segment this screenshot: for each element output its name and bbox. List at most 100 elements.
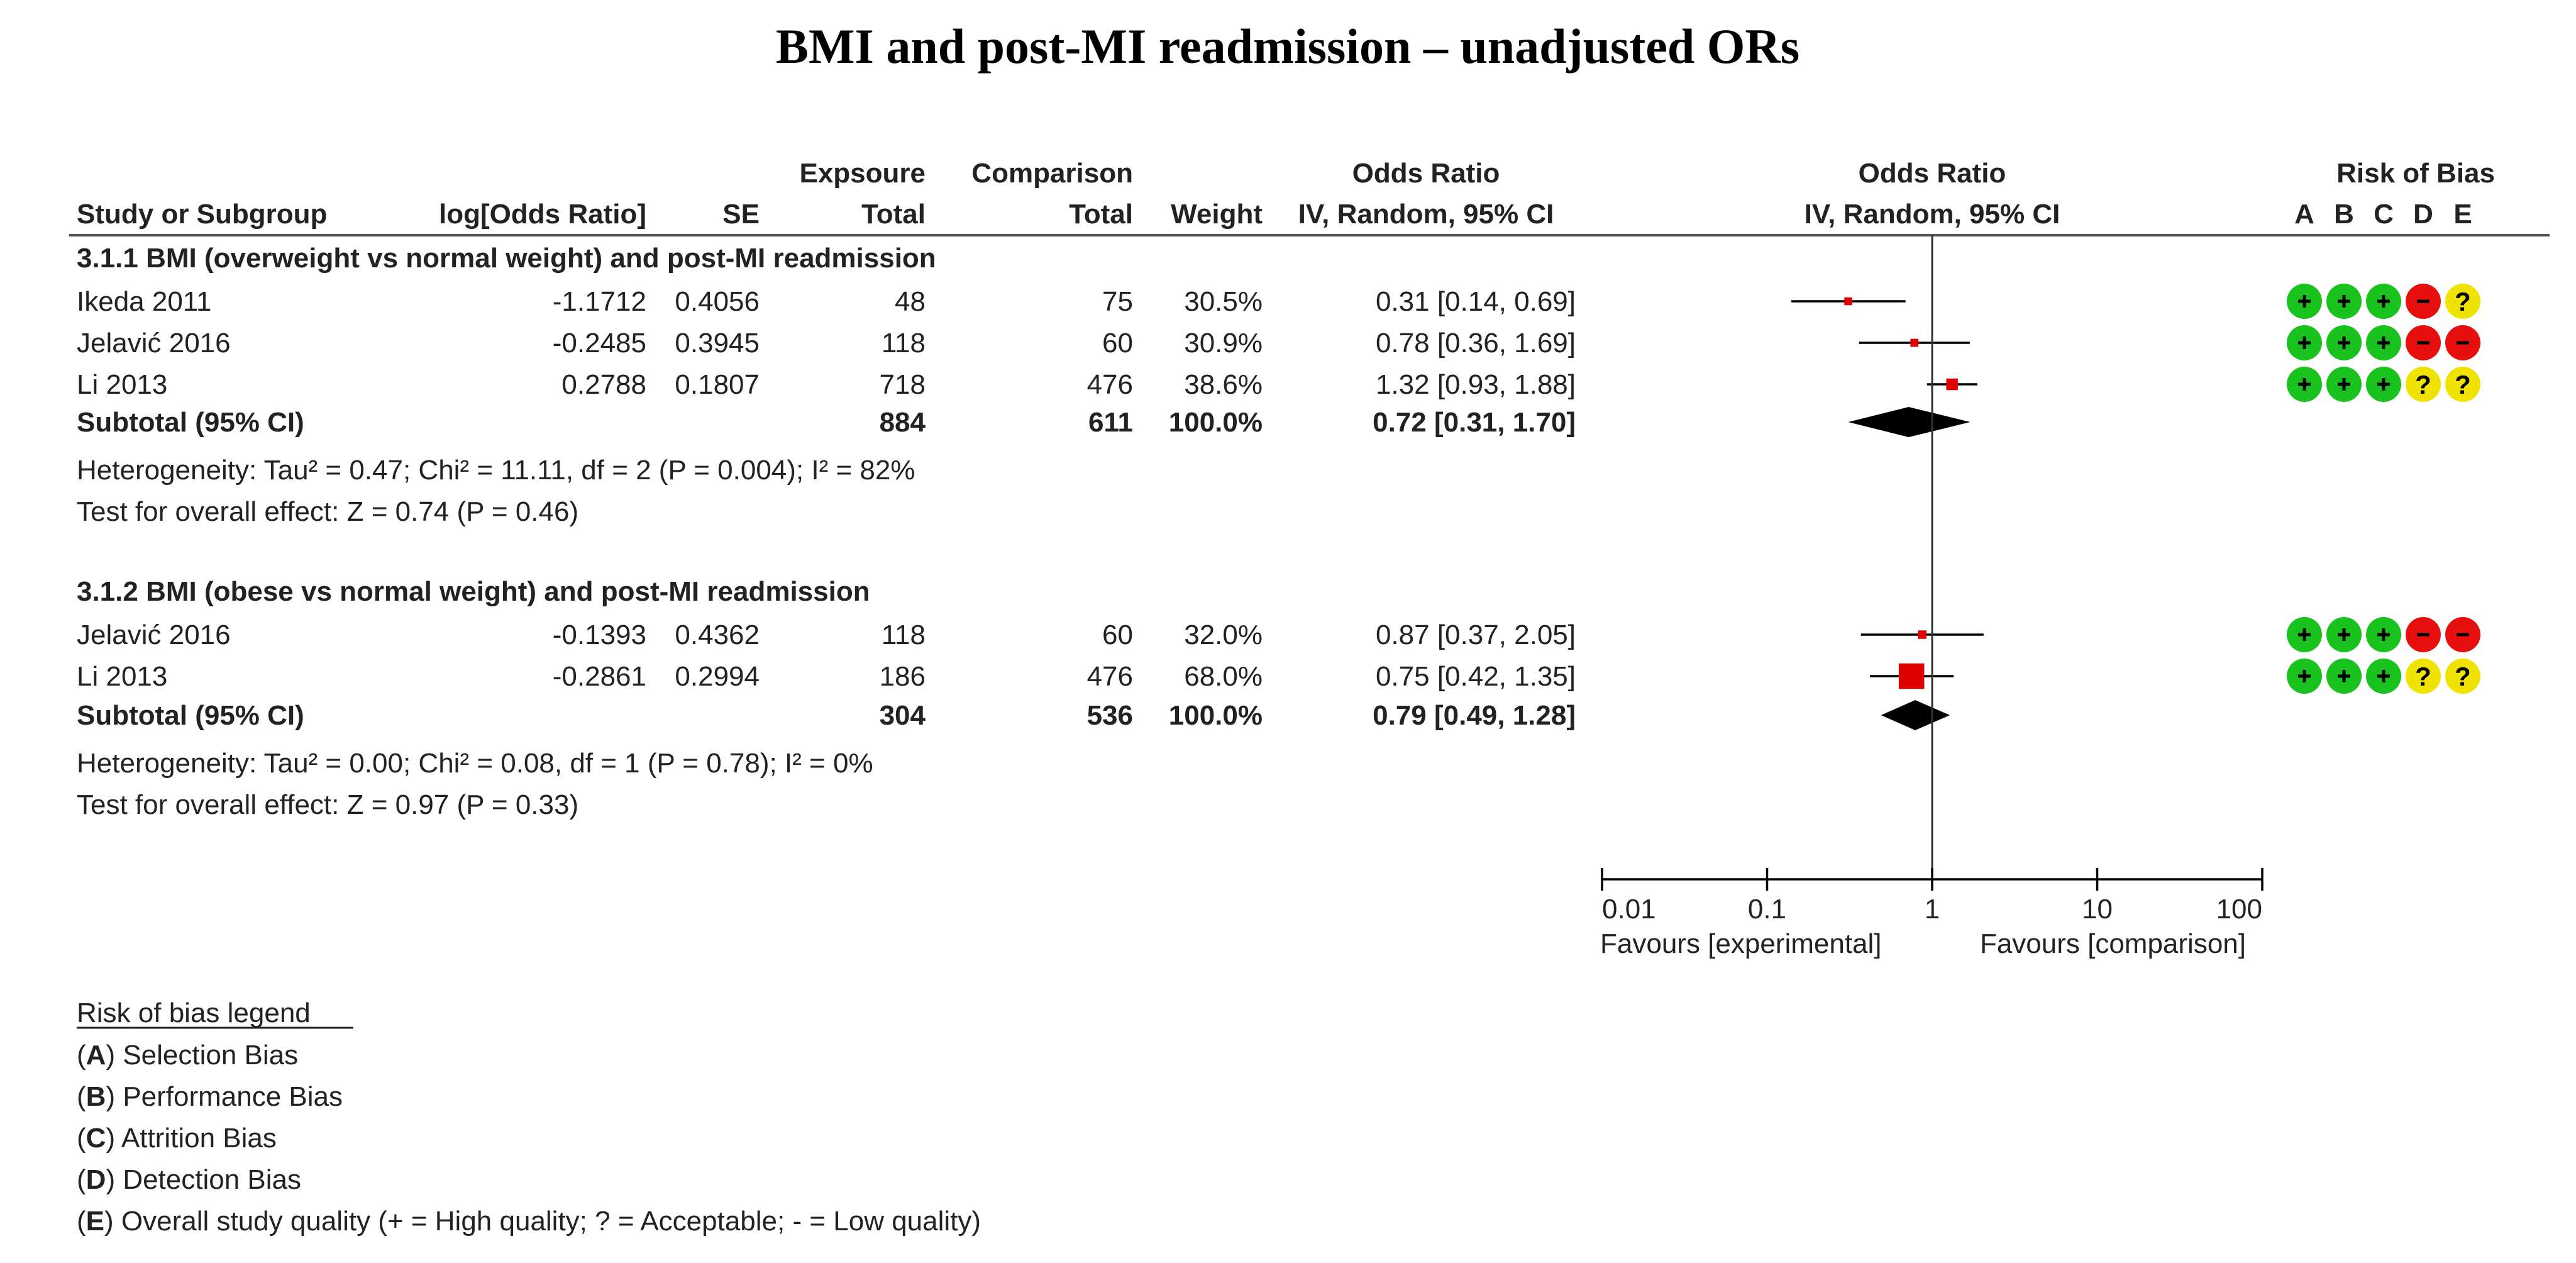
header-ci-method-column: IV, Random, 95% CI — [1298, 199, 1554, 230]
study-row-g1-1-ci: 0.31 [0.14, 0.69] — [1376, 286, 1576, 317]
header-rob-letter-d: D — [2413, 199, 2433, 230]
rob-question: ? — [2455, 287, 2471, 316]
header-odds-ratio-column: Odds Ratio — [1352, 158, 1500, 189]
study-row-g1-1-log-or: -1.1712 — [553, 286, 646, 317]
overall-effect-g2: Test for overall effect: Z = 0.97 (P = 0… — [77, 789, 578, 820]
study-row-g1-2-se: 0.3945 — [675, 328, 760, 359]
rob-question: ? — [2455, 662, 2471, 691]
study-row-g1-3-or-marker — [1946, 378, 1958, 391]
study-row-g2-1-or-marker — [1918, 630, 1926, 639]
study-row-g1-3-exposure-total: 718 — [880, 369, 926, 400]
rob-question: ? — [2415, 370, 2431, 399]
subtotal-g1-comparison-total: 611 — [1088, 407, 1133, 438]
study-row-g1-2-rob-d — [2406, 325, 2441, 360]
study-row-g1-2-log-or: -0.2485 — [553, 328, 646, 359]
study-row-g1-3-name: Li 2013 — [77, 369, 167, 400]
study-row-g2-2-se: 0.2994 — [675, 661, 760, 692]
group-title-2: 3.1.2 BMI (obese vs normal weight) and p… — [77, 576, 870, 607]
subtotal-g2-label: Subtotal (95% CI) — [77, 700, 304, 731]
header-exposure-total: Total — [861, 199, 926, 230]
header-rob-letter-a: A — [2294, 199, 2314, 230]
rob-dot — [2406, 367, 2441, 402]
study-row-g1-3-log-or: 0.2788 — [561, 369, 646, 400]
study-row-g2-2-name: Li 2013 — [77, 661, 167, 692]
heterogeneity-g1: Heterogeneity: Tau² = 0.47; Chi² = 11.11… — [77, 455, 915, 486]
favours-comparison-label: Favours [comparison] — [1980, 928, 2246, 959]
study-row-g2-1-rob-e — [2445, 617, 2480, 652]
rob-dot — [2445, 659, 2480, 694]
study-row-g1-2-name: Jelavić 2016 — [77, 328, 231, 359]
header-rob-letter-e: E — [2453, 199, 2472, 230]
x-tick-label: 0.01 — [1602, 894, 1656, 925]
study-row-g2-2-rob-c — [2366, 659, 2401, 694]
study-row-g2-2-or-marker — [1898, 663, 1925, 689]
rob-dot — [2445, 367, 2480, 402]
study-row-g1-2-ci: 0.78 [0.36, 1.69] — [1376, 328, 1576, 359]
study-row-g2-1-name: Jelavić 2016 — [77, 620, 231, 650]
study-row-g2-1-rob-a — [2287, 617, 2322, 652]
subtotal-g2-ci: 0.79 [0.49, 1.28] — [1373, 700, 1576, 731]
study-row-g1-3-rob-b — [2326, 367, 2362, 402]
legend-title: Risk of bias legend — [77, 998, 311, 1028]
x-tick-label: 0.1 — [1748, 894, 1786, 925]
study-row-g2-2-log-or: -0.2861 — [553, 661, 646, 692]
subtotal-g1-exposure-total: 884 — [880, 407, 926, 438]
study-row-g1-2-rob-e — [2445, 325, 2480, 360]
subtotal-g1-ci: 0.72 [0.31, 1.70] — [1373, 407, 1576, 438]
header-rob-letter-b: B — [2334, 199, 2354, 230]
study-row-g1-1-rob-d — [2406, 284, 2441, 319]
header-se: SE — [722, 199, 760, 230]
header-ci-method-plot: IV, Random, 95% CI — [1805, 199, 2060, 230]
study-row-g1-1-or-marker — [1844, 297, 1852, 306]
study-row-g1-2-rob-c — [2366, 325, 2401, 360]
subtotal-g1-diamond — [1848, 407, 1971, 437]
study-row-g2-1-rob-b — [2326, 617, 2362, 652]
header-odds-ratio-plot: Odds Ratio — [1859, 158, 2006, 189]
study-row-g1-1-weight: 30.5% — [1184, 286, 1263, 317]
legend-item-e: (E) Overall study quality (+ = High qual… — [77, 1206, 981, 1237]
study-row-g2-2-rob-b — [2326, 659, 2362, 694]
study-row-g1-3-rob-d: ? — [2406, 367, 2441, 402]
study-row-g2-1-comparison-total: 60 — [1102, 620, 1133, 650]
x-tick-label: 10 — [2082, 894, 2113, 925]
study-row-g1-1-comparison-total: 75 — [1102, 286, 1133, 317]
heterogeneity-g2: Heterogeneity: Tau² = 0.00; Chi² = 0.08,… — [77, 748, 873, 779]
study-row-g2-2-rob-e: ? — [2445, 659, 2480, 694]
chart-title: BMI and post-MI readmission – unadjusted… — [776, 19, 1799, 74]
legend-item-d: (D) Detection Bias — [77, 1164, 301, 1195]
header-log-odds-ratio: log[Odds Ratio] — [439, 199, 646, 230]
x-tick-label: 100 — [2216, 894, 2262, 925]
study-row-g1-1-rob-e: ? — [2445, 284, 2480, 319]
study-row-g1-1-exposure-total: 48 — [895, 286, 926, 317]
study-row-g1-3-rob-c — [2366, 367, 2401, 402]
study-row-g2-2-rob-a — [2287, 659, 2322, 694]
legend-item-b: (B) Performance Bias — [77, 1081, 343, 1112]
rob-question: ? — [2455, 370, 2471, 399]
study-row-g2-1-log-or: -0.1393 — [553, 620, 646, 650]
subtotal-g2-comparison-total: 536 — [1087, 700, 1133, 731]
study-row-g1-2-comparison-total: 60 — [1102, 328, 1133, 359]
study-row-g1-1-se: 0.4056 — [675, 286, 760, 317]
study-row-g1-3-comparison-total: 476 — [1087, 369, 1133, 400]
legend-item-a: (A) Selection Bias — [77, 1040, 298, 1071]
study-row-g1-1-rob-a — [2287, 284, 2322, 319]
legend-item-c: (C) Attrition Bias — [77, 1123, 277, 1154]
subtotal-g2-diamond — [1881, 700, 1950, 730]
study-row-g1-2-weight: 30.9% — [1184, 328, 1263, 359]
study-row-g1-2-rob-a — [2287, 325, 2322, 360]
header-risk-of-bias: Risk of Bias — [2336, 158, 2495, 189]
subtotal-g2-weight: 100.0% — [1169, 700, 1263, 731]
study-row-g1-1-rob-b — [2326, 284, 2362, 319]
header-study-or-subgroup: Study or Subgroup — [77, 199, 327, 230]
study-row-g1-3-se: 0.1807 — [675, 369, 760, 400]
overall-effect-g1: Test for overall effect: Z = 0.74 (P = 0… — [77, 496, 578, 527]
study-row-g2-2-ci: 0.75 [0.42, 1.35] — [1376, 661, 1576, 692]
study-row-g2-2-rob-d: ? — [2406, 659, 2441, 694]
subtotal-g2-exposure-total: 304 — [880, 700, 926, 731]
rob-dot — [2445, 284, 2480, 319]
rob-dot — [2406, 659, 2441, 694]
study-row-g1-3-weight: 38.6% — [1184, 369, 1263, 400]
study-row-g1-2-rob-b — [2326, 325, 2362, 360]
rob-question: ? — [2415, 662, 2431, 691]
